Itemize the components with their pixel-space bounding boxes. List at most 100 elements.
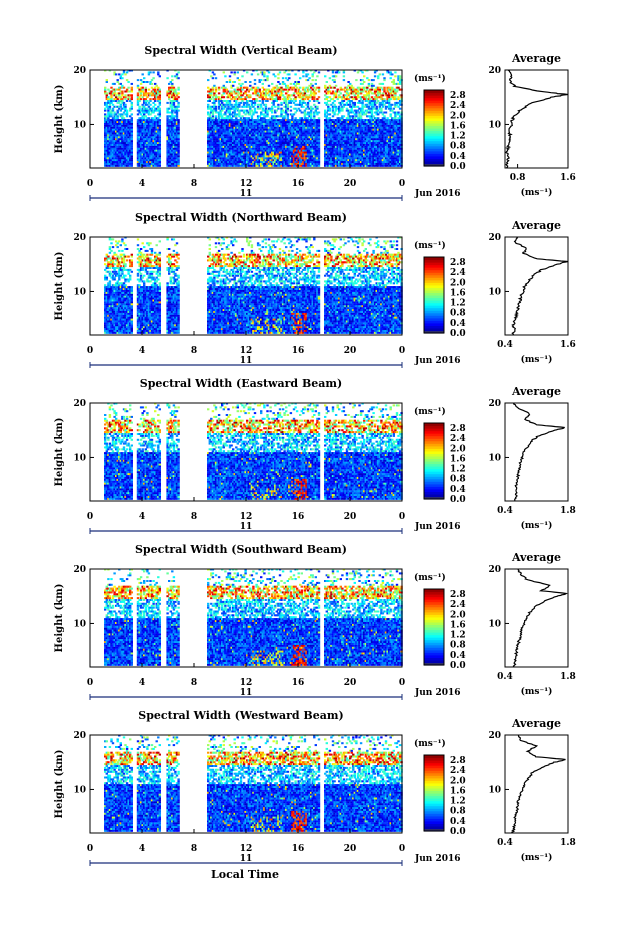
heatmap-cell bbox=[118, 102, 120, 104]
heatmap-cell bbox=[137, 94, 139, 96]
heatmap-cell bbox=[148, 89, 150, 91]
heatmap-cell bbox=[106, 94, 108, 96]
heatmap-cell bbox=[131, 150, 133, 152]
heatmap-cell bbox=[143, 106, 145, 108]
heatmap-cell bbox=[110, 98, 112, 100]
heatmap-cell bbox=[131, 131, 133, 133]
heatmap-cell bbox=[142, 96, 144, 98]
heatmap-cell bbox=[151, 83, 153, 85]
heatmap-cell bbox=[106, 104, 108, 106]
heatmap-cell bbox=[140, 113, 142, 115]
heatmap-cell bbox=[104, 87, 106, 89]
heatmap-cell bbox=[120, 106, 122, 108]
heatmap-cell bbox=[146, 96, 148, 98]
heatmap-cell bbox=[127, 96, 129, 98]
heatmap-cell bbox=[118, 73, 120, 75]
heatmap-cell bbox=[131, 98, 133, 100]
spectral-width-figure: Local Time Spectral Width (Vertical Beam… bbox=[0, 0, 619, 929]
heatmap-cell bbox=[131, 153, 133, 155]
heatmap-cell bbox=[121, 100, 123, 102]
heatmap-cell bbox=[129, 110, 131, 112]
heatmap-cell bbox=[131, 94, 133, 96]
heatmap-cell bbox=[137, 104, 139, 106]
heatmap-cell bbox=[131, 159, 133, 161]
heatmap-cell bbox=[159, 132, 161, 134]
heatmap-cell bbox=[110, 115, 112, 117]
heatmap-cell bbox=[131, 144, 133, 146]
heatmap-cell bbox=[142, 89, 144, 91]
heatmap-cell bbox=[152, 106, 154, 108]
heatmap-cell bbox=[127, 81, 129, 83]
heatmap-cell bbox=[157, 87, 159, 89]
heatmap-cell bbox=[171, 113, 173, 115]
heatmap-cell bbox=[140, 79, 142, 81]
heatmap-cell bbox=[159, 89, 161, 91]
heatmap-cell bbox=[131, 121, 133, 123]
heatmap-cell bbox=[159, 119, 161, 121]
heatmap-cell bbox=[112, 104, 114, 106]
heatmap-cell bbox=[131, 89, 133, 91]
heatmap-cell bbox=[159, 108, 161, 110]
heatmap-cell bbox=[159, 138, 161, 140]
heatmap-cell bbox=[131, 136, 133, 138]
heatmap-cell bbox=[131, 163, 133, 165]
heatmap-cell bbox=[110, 113, 112, 115]
heatmap-cell bbox=[124, 94, 126, 96]
heatmap-cell bbox=[138, 108, 140, 110]
heatmap-cell bbox=[120, 75, 122, 77]
heatmap-cell bbox=[126, 100, 128, 102]
heatmap-cell bbox=[121, 115, 123, 117]
heatmap-cell bbox=[168, 96, 170, 98]
heatmap-cell bbox=[117, 110, 119, 112]
heatmap-cell bbox=[142, 91, 144, 93]
heatmap-cell bbox=[131, 155, 133, 157]
heatmap-cell bbox=[109, 106, 111, 108]
heatmap-cell bbox=[145, 89, 147, 91]
heatmap-cell bbox=[159, 159, 161, 161]
heatmap-cell bbox=[152, 117, 154, 119]
heatmap-cell bbox=[159, 121, 161, 123]
heatmap-cell bbox=[117, 117, 119, 119]
heatmap-cell bbox=[124, 108, 126, 110]
heatmap-cell bbox=[173, 117, 175, 119]
heatmap-cell bbox=[113, 92, 115, 94]
heatmap-cell bbox=[142, 73, 144, 75]
heatmap-cell bbox=[126, 112, 128, 114]
heatmap-cell bbox=[131, 117, 133, 119]
heatmap-cell bbox=[117, 98, 119, 100]
heatmap-cell bbox=[131, 134, 133, 136]
heatmap-cell bbox=[121, 98, 123, 100]
heatmap-cell bbox=[159, 129, 161, 131]
heatmap-cell bbox=[154, 100, 156, 102]
heatmap-cell bbox=[124, 106, 126, 108]
heatmap-cell bbox=[171, 75, 173, 77]
heatmap-cell bbox=[123, 87, 125, 89]
heatmap-cell bbox=[106, 92, 108, 94]
heatmap-cell bbox=[143, 77, 145, 79]
heatmap-cell bbox=[148, 102, 150, 104]
heatmap-cell bbox=[173, 87, 175, 89]
heatmap-cell bbox=[149, 98, 151, 100]
heatmap-cell bbox=[156, 94, 158, 96]
heatmap-cell bbox=[173, 94, 175, 96]
heatmap-cell bbox=[152, 71, 154, 73]
heatmap-cell bbox=[121, 94, 123, 96]
heatmap-cell bbox=[124, 73, 126, 75]
heatmap-cell bbox=[107, 96, 109, 98]
heatmap-cell bbox=[157, 106, 159, 108]
heatmap-cell bbox=[131, 157, 133, 159]
heatmap-cell bbox=[126, 71, 128, 73]
heatmap-cell bbox=[123, 71, 125, 73]
heatmap-cell bbox=[121, 73, 123, 75]
heatmap-cell bbox=[154, 115, 156, 117]
heatmap-cell bbox=[131, 132, 133, 134]
heatmap-cell bbox=[137, 87, 139, 89]
heatmap-cell bbox=[115, 73, 117, 75]
heatmap-cell bbox=[168, 108, 170, 110]
heatmap-cell bbox=[159, 94, 161, 96]
heatmap-cell bbox=[123, 102, 125, 104]
heatmap-cell bbox=[109, 108, 111, 110]
heatmap-cell bbox=[126, 110, 128, 112]
heatmap-cell bbox=[110, 94, 112, 96]
heatmap-cell bbox=[131, 125, 133, 127]
